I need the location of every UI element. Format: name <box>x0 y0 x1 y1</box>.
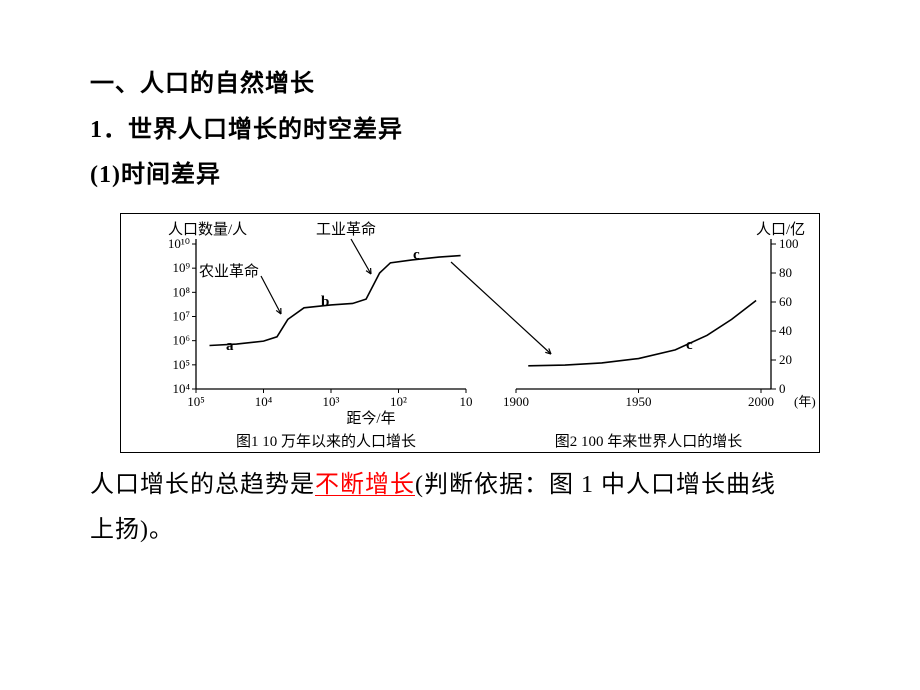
svg-text:距今/年: 距今/年 <box>346 410 395 427</box>
svg-text:10²: 10² <box>390 394 407 409</box>
svg-text:10⁸: 10⁸ <box>172 284 190 299</box>
svg-text:10: 10 <box>460 394 473 409</box>
conclusion-line2: 上扬)。 <box>90 508 850 554</box>
heading-3: (1)时间差异 <box>90 153 850 199</box>
svg-text:工业革命: 工业革命 <box>316 220 376 238</box>
svg-text:0: 0 <box>779 381 786 396</box>
svg-text:图2 100 年来世界人口的增长: 图2 100 年来世界人口的增长 <box>555 433 743 450</box>
svg-text:60: 60 <box>779 294 792 309</box>
conclusion-line1: 人口增长的总趋势是不断增长(判断依据：图 1 中人口增长曲线 <box>90 463 850 509</box>
svg-text:1900: 1900 <box>503 394 529 409</box>
answer-text: 不断增长 <box>315 472 415 498</box>
svg-text:2000: 2000 <box>748 394 774 409</box>
conclusion-before: 人口增长的总趋势是 <box>90 472 315 498</box>
svg-text:人口/亿: 人口/亿 <box>756 221 805 238</box>
svg-text:10³: 10³ <box>323 394 340 409</box>
svg-text:20: 20 <box>779 352 792 367</box>
svg-text:100: 100 <box>779 236 799 251</box>
svg-text:80: 80 <box>779 265 792 280</box>
svg-text:c: c <box>413 247 420 263</box>
svg-text:人口数量/人: 人口数量/人 <box>168 221 247 238</box>
conclusion-after1: (判断依据：图 1 中人口增长曲线 <box>415 472 776 498</box>
svg-text:(年): (年) <box>794 394 816 409</box>
svg-text:1950: 1950 <box>626 394 652 409</box>
heading-2: 1．世界人口增长的时空差异 <box>90 108 850 154</box>
svg-text:10¹⁰: 10¹⁰ <box>168 236 190 251</box>
page-root: 一、人口的自然增长 1．世界人口增长的时空差异 (1)时间差异 10⁴ 10⁵ 10… <box>0 0 920 554</box>
svg-text:b: b <box>321 294 329 310</box>
figure-svg: 10⁴10⁵10⁶10⁷10⁸10⁹10¹⁰10⁵10⁴10³10²10人口数量… <box>121 214 819 452</box>
svg-text:c: c <box>686 337 693 353</box>
heading-1: 一、人口的自然增长 <box>90 62 850 108</box>
svg-text:图1 10 万年以来的人口增长: 图1 10 万年以来的人口增长 <box>236 433 416 450</box>
svg-text:a: a <box>226 338 234 354</box>
svg-text:40: 40 <box>779 323 792 338</box>
svg-text:10⁹: 10⁹ <box>172 260 190 275</box>
svg-text:10⁵: 10⁵ <box>187 394 205 409</box>
figure-box: 10⁴10⁵10⁶10⁷10⁸10⁹10¹⁰10⁵10⁴10³10²10人口数量… <box>120 213 820 453</box>
svg-text:10⁶: 10⁶ <box>172 332 190 347</box>
svg-text:农业革命: 农业革命 <box>199 262 259 280</box>
svg-text:10⁵: 10⁵ <box>172 357 190 372</box>
svg-text:10⁷: 10⁷ <box>172 308 190 323</box>
svg-text:10⁴: 10⁴ <box>255 394 273 409</box>
